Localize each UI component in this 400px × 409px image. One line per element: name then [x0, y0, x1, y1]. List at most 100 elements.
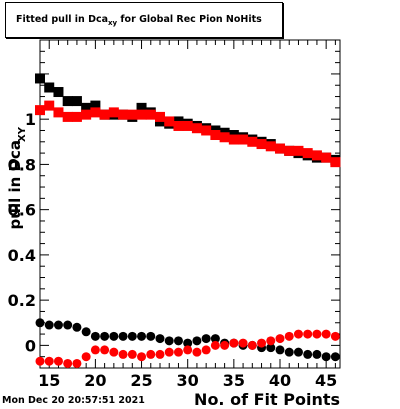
- data-point-square: [136, 109, 147, 120]
- data-point-square: [90, 107, 101, 118]
- data-point-square: [321, 152, 332, 163]
- y-tick-label: 0.6: [8, 201, 36, 220]
- data-point-circle: [201, 345, 211, 355]
- data-point-circle: [284, 347, 294, 357]
- data-point-square: [256, 139, 267, 150]
- data-point-circle: [63, 320, 73, 330]
- data-point-square: [35, 105, 45, 116]
- data-point-square: [155, 111, 165, 122]
- data-point-circle: [155, 349, 165, 359]
- x-tick-label: 25: [130, 371, 152, 390]
- data-point-circle: [303, 349, 313, 359]
- data-point-square: [118, 109, 129, 120]
- data-point-square: [191, 123, 202, 134]
- data-point-square: [201, 125, 212, 136]
- data-point-circle: [330, 352, 340, 362]
- data-point-circle: [35, 318, 45, 328]
- chart-title-rest: for Global Rec Pion NoHits: [117, 14, 262, 25]
- data-point-square: [108, 107, 119, 118]
- data-point-circle: [275, 334, 285, 344]
- data-point-square: [35, 73, 45, 84]
- data-point-square: [330, 157, 341, 168]
- data-point-square: [219, 132, 230, 143]
- data-point-square: [284, 145, 295, 156]
- data-point-circle: [137, 331, 147, 341]
- data-point-square: [44, 82, 55, 93]
- data-point-circle: [44, 320, 54, 330]
- data-point-circle: [109, 347, 119, 357]
- data-point-circle: [257, 338, 267, 348]
- data-point-circle: [173, 336, 183, 346]
- chart-title-subscript: xy: [108, 18, 118, 27]
- data-point-circle: [53, 356, 63, 366]
- data-point-circle: [53, 320, 63, 330]
- data-point-circle: [183, 338, 193, 348]
- data-point-square: [90, 100, 101, 111]
- data-point-square: [71, 111, 82, 122]
- data-point-square: [53, 107, 64, 118]
- title-box: Fitted pull in Dcaxy for Global Rec Pion…: [5, 2, 283, 38]
- data-point-square: [53, 87, 64, 98]
- data-point-circle: [266, 343, 276, 353]
- data-point-circle: [90, 331, 100, 341]
- data-point-square: [71, 96, 82, 107]
- y-tick-label: 0.8: [8, 155, 36, 174]
- data-point-circle: [127, 349, 137, 359]
- data-point-circle: [155, 334, 165, 344]
- x-tick-label: 40: [269, 371, 291, 390]
- data-point-circle: [146, 331, 156, 341]
- data-point-circle: [81, 327, 91, 337]
- data-point-square: [62, 96, 73, 107]
- data-point-square: [238, 134, 249, 145]
- y-tick-label: 0.2: [8, 291, 36, 310]
- timestamp: Mon Dec 20 20:57:51 2021: [2, 395, 145, 406]
- data-point-square: [210, 130, 221, 141]
- data-point-circle: [183, 345, 193, 355]
- data-point-square: [62, 111, 73, 122]
- data-point-circle: [100, 331, 110, 341]
- data-point-circle: [321, 329, 331, 339]
- data-point-square: [164, 116, 175, 127]
- data-point-square: [81, 102, 92, 113]
- data-point-circle: [72, 358, 82, 368]
- y-tick-label: 1: [25, 110, 36, 129]
- data-point-square: [228, 134, 239, 145]
- x-tick-label: 35: [223, 371, 245, 390]
- x-axis-title: No. of Fit Points: [194, 390, 340, 409]
- data-point-square: [81, 109, 92, 120]
- data-point-circle: [192, 336, 202, 346]
- data-point-circle: [303, 329, 313, 339]
- data-point-circle: [164, 347, 174, 357]
- data-point-circle: [312, 329, 322, 339]
- data-point-square: [136, 102, 147, 113]
- data-point-square: [182, 120, 193, 131]
- data-point-circle: [81, 352, 91, 362]
- data-point-circle: [44, 356, 54, 366]
- data-point-circle: [63, 358, 73, 368]
- x-tick-label: 30: [177, 371, 199, 390]
- y-axis-title: pull in Dca: [6, 140, 24, 229]
- y-tick-label: 0.4: [8, 246, 36, 265]
- data-point-circle: [330, 331, 340, 341]
- data-point-circle: [275, 345, 285, 355]
- data-point-circle: [164, 336, 174, 346]
- x-tick-label: 20: [84, 371, 106, 390]
- data-point-square: [302, 148, 313, 159]
- data-point-circle: [173, 347, 183, 357]
- data-point-circle: [247, 340, 257, 350]
- data-point-circle: [100, 345, 110, 355]
- data-point-circle: [192, 347, 202, 357]
- y-axis-title-subscript: XY: [17, 126, 28, 142]
- plot-frame: [39, 39, 341, 369]
- data-point-circle: [35, 356, 45, 366]
- data-point-circle: [90, 345, 100, 355]
- data-point-circle: [146, 349, 156, 359]
- x-tick-label: 15: [38, 371, 60, 390]
- y-tick-label: 0: [25, 336, 36, 355]
- data-point-square: [173, 120, 184, 131]
- data-point-square: [127, 109, 138, 120]
- data-point-circle: [220, 340, 230, 350]
- data-point-circle: [293, 347, 303, 357]
- data-point-square: [293, 145, 304, 156]
- data-point-circle: [137, 352, 147, 362]
